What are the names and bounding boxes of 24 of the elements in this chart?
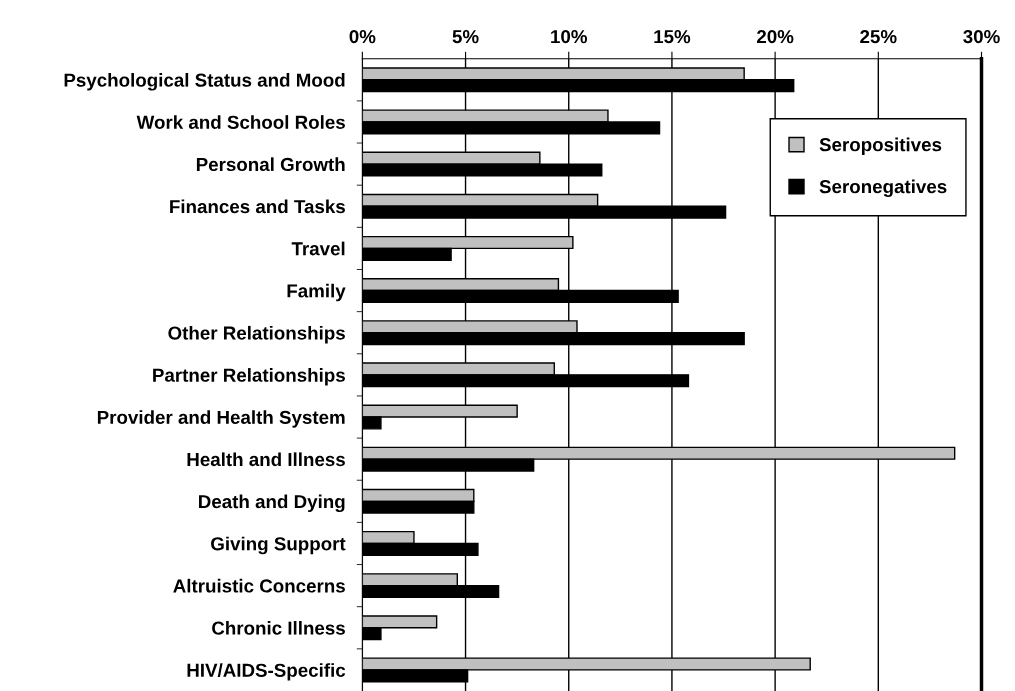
y-tick-label: Finances and Tasks (170, 199, 345, 214)
x-tick-label: 15% (654, 29, 691, 44)
x-tick-label: 10% (551, 29, 588, 44)
x-tick-label: 30% (963, 29, 1000, 44)
x-tick-label: 0% (349, 29, 376, 44)
y-tick-label: Travel (291, 241, 345, 256)
y-tick-label: HIV/AIDS-Specific (187, 663, 346, 681)
y-tick-label: Personal Growth (196, 157, 345, 172)
legend-label: Seropositives (819, 137, 942, 156)
x-tick-label: 20% (757, 29, 794, 44)
y-tick-label: Death and Dying (199, 494, 345, 513)
legend-label: Seronegatives (819, 179, 947, 198)
y-tick-label: Health and Illness (187, 452, 345, 467)
x-tick-label: 25% (860, 29, 897, 44)
y-tick-label: Work and School Roles (136, 115, 345, 129)
y-tick-label: Altruistic Concerns (173, 578, 345, 593)
y-tick-label: Provider and Health System (97, 410, 345, 428)
y-tick-label: Chronic Illness (212, 620, 345, 635)
y-tick-label: Psychological Status and Mood (64, 73, 345, 91)
y-tick-label: Family (287, 283, 346, 302)
x-tick-label: 5% (452, 29, 479, 44)
y-tick-label: Other Relationships (168, 325, 345, 344)
y-tick-label: Partner Relationships (153, 368, 345, 386)
y-tick-label: Giving Support (211, 536, 346, 555)
